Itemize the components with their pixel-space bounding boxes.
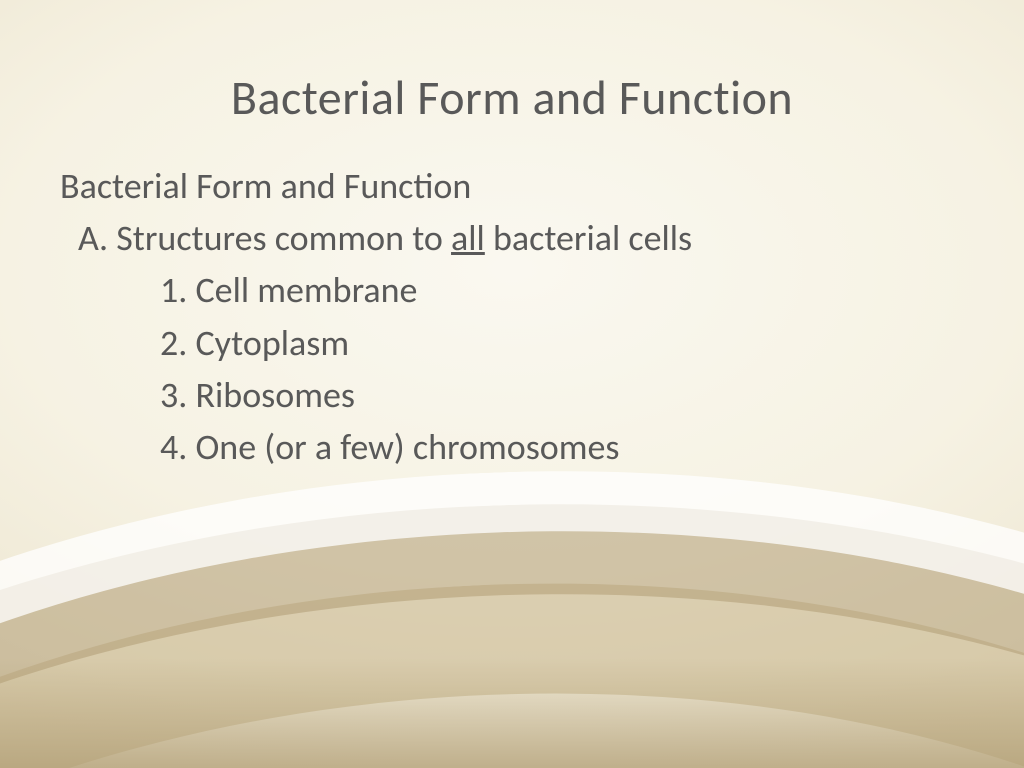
list-item: 1. Cell membrane (160, 264, 964, 316)
list-item: 3. Ribosomes (160, 369, 964, 421)
slide: Bacterial Form and Function Bacterial Fo… (0, 0, 1024, 768)
slide-title: Bacterial Form and Function (0, 68, 1024, 127)
section-a-underlined: all (451, 216, 485, 260)
section-a-suffix: bacterial cells (485, 216, 692, 260)
section-a-prefix: A. Structures common to (78, 216, 451, 260)
slide-body: Bacterial Form and Function A. Structure… (60, 160, 964, 473)
body-subtitle: Bacterial Form and Function (60, 160, 964, 212)
list-item: 2. Cytoplasm (160, 317, 964, 369)
section-a-heading: A. Structures common to all bacterial ce… (78, 212, 964, 264)
list-item: 4. One (or a few) chromosomes (160, 421, 964, 473)
slide-content: Bacterial Form and Function Bacterial Fo… (0, 0, 1024, 768)
